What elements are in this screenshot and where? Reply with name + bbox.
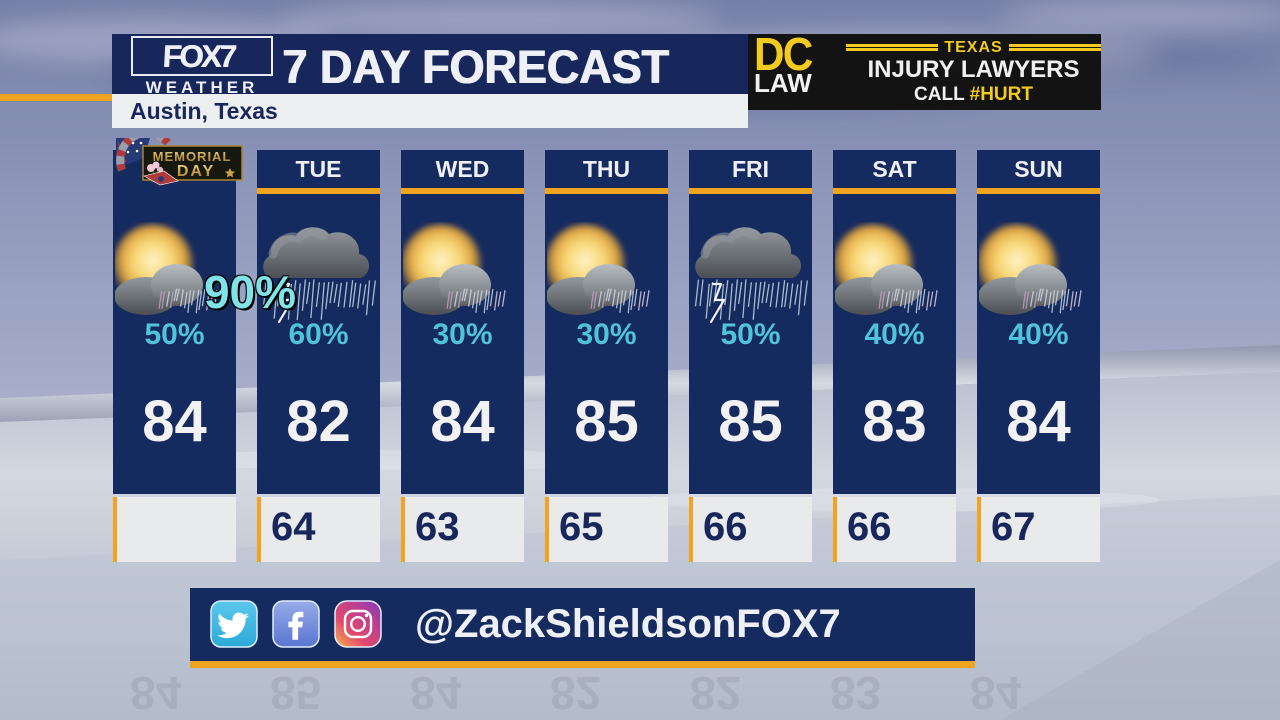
svg-text:FOX7: FOX7 <box>162 38 238 74</box>
svg-text:DAY: DAY <box>177 163 215 180</box>
svg-text:MEMORIAL: MEMORIAL <box>153 149 232 164</box>
